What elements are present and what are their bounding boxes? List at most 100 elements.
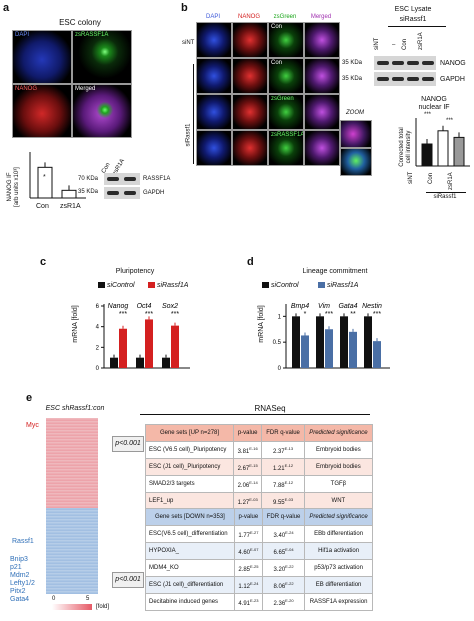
panel-d-title: Lineage commitment: [302, 268, 368, 275]
table-cell: ESC (J1 cell)_Pluripotency: [144, 458, 235, 476]
panel-e-gene-label: Bnip3: [10, 556, 28, 563]
panel-b-image-label: Con: [271, 24, 283, 30]
table-cell: SMAD2/3 targets: [144, 475, 235, 493]
panel-d-bar-bmp4-knockdown: [301, 335, 309, 368]
table-cell: 7.88E-12: [261, 475, 305, 493]
panel-d-bar-bmp4-control: [292, 316, 300, 368]
table-cell: 2.85E-25: [233, 559, 263, 577]
table-cell: Hif1a activation: [304, 542, 373, 560]
panel-b-image-r4-c1: [196, 130, 232, 166]
panel-d-ytick: 0.5: [273, 340, 282, 346]
panel-a-sig: *: [43, 174, 46, 181]
panel-b-image-r2-c3: Con: [268, 58, 304, 94]
panel-b-image-r3-c3: zsGreen: [268, 94, 304, 130]
panel-b-zoom-1: [340, 120, 372, 148]
panel-c-legend-2: siRassf1A: [148, 282, 188, 290]
panel-d-ytick: 0: [278, 366, 282, 372]
panel-d-ytick: 1: [278, 314, 282, 320]
panel-b-image-r2-c4: [304, 58, 340, 94]
panel-a-x-con: Con: [36, 203, 49, 210]
panel-c-label: c: [40, 256, 47, 268]
table-cell: LEF1_up: [144, 492, 235, 510]
table-cell: 1.21E-12: [261, 458, 305, 476]
panel-a-blot-protein-rassf1a: RASSF1A: [143, 176, 171, 182]
panel-a-ylabel: NANOG IF [arb units x10³]: [7, 167, 20, 207]
panel-b-blot-lane-sint: siNT: [374, 37, 380, 50]
panel-e-pval-down: p<0.001: [112, 572, 144, 588]
panel-e-up-table: Gene sets [UP n=278] p-value FDR q-value Pr…: [144, 424, 374, 527]
panel-b-blot-protein-gapdh: GAPDH: [440, 76, 465, 83]
panel-b-zoom-label: ZOOM: [346, 110, 364, 116]
table-cell: 3.40E-24: [261, 525, 306, 543]
panel-c-ytick: 4: [96, 325, 100, 331]
panel-a-bar-con: [37, 166, 53, 199]
panel-a-bar-zsr1a: [61, 189, 77, 199]
panel-a-blot-kda-70: 70 KDa: [78, 176, 99, 182]
panel-d-category-label: Bmp4: [291, 303, 309, 310]
panel-a-label: a: [3, 2, 10, 14]
panel-c-title: Pluripotency: [115, 268, 155, 275]
panel-b-blot-title: ESC Lysate: [394, 6, 432, 13]
panel-b-row-bracket: [193, 64, 194, 164]
table-cell: 6.65E-04: [261, 542, 306, 560]
table-cell: 1.77E-27: [233, 525, 263, 543]
table-cell: 2.06E-14: [233, 475, 263, 493]
panel-d-category-label: Gata4: [338, 303, 357, 310]
panel-b-image-r3-c4: [304, 94, 340, 130]
panel-c-legend-1: siControl: [98, 282, 135, 290]
panel-b-row-sint: siNT: [182, 40, 195, 46]
panel-b-image-r4-c3: zsRASSF1A: [268, 130, 304, 166]
table-cell: Embryoid bodies: [303, 441, 374, 459]
panel-b-bar-group-line: [426, 192, 466, 193]
panel-e-heatmap-down: [46, 508, 98, 594]
panel-b-blot-subtitle: siRassf1: [399, 16, 427, 23]
panel-b-image-label: Con: [271, 60, 283, 66]
panel-e-gene-label: p21: [10, 564, 22, 571]
panel-a-image-nanog: NANOG: [12, 84, 72, 138]
panel-c-category-label: Nanog: [108, 303, 129, 310]
table-row: ESC(V6.5 cell)_differentiation 1.77E-27 3.…: [145, 525, 373, 543]
table-row: MDM4_KO 2.85E-25 3.20E-22 p53/p73 activatio…: [145, 559, 373, 577]
panel-b-bar-sint: [421, 143, 433, 167]
panel-e-rassf1: Rassf1: [12, 538, 34, 545]
table-cell: 9.55E-03: [261, 492, 305, 510]
table-row: SMAD2/3 targets 2.06E-14 7.88E-12 TGFβ: [144, 475, 374, 493]
panel-c-ytick: 6: [96, 304, 100, 310]
panel-b-blot-gapdh: [374, 72, 436, 86]
panel-d-legend-1: siControl: [262, 282, 299, 290]
table-cell: Decitabine induced genes: [145, 593, 235, 611]
table-cell: MDM4_KO: [145, 559, 235, 577]
table-header-cell: Gene sets [DOWN n=353]: [145, 508, 235, 526]
legend-swatch-red: [148, 282, 155, 289]
panel-e-scale-unit: [fold]: [96, 604, 110, 610]
table-header-cell: FDR q-value: [261, 508, 306, 526]
panel-c-category-label: Sox2: [162, 303, 178, 310]
table-header-cell: p-value: [233, 508, 263, 526]
panel-c-ytick: 2: [96, 345, 100, 351]
legend-swatch-black: [98, 282, 105, 289]
panel-b-blot-lane-con: Con: [402, 38, 408, 50]
panel-b-sig-1: ***: [424, 112, 432, 118]
panel-e-gene-label: Mdm2: [10, 572, 30, 579]
panel-c-ylabel: mRNA [fold]: [72, 305, 79, 343]
panel-b-image-r4-c4: [304, 130, 340, 166]
panel-e-down-table: Gene sets [DOWN n=353] p-value FDR q-value…: [145, 508, 373, 611]
panel-a-bar-chart: [29, 152, 86, 199]
panel-b-bar-zsr1a: [453, 136, 465, 167]
table-cell: TGFβ: [303, 475, 374, 493]
table-row: Decitabine induced genes 4.91E-23 2.36E-20…: [145, 593, 373, 611]
panel-a-image-dapi: DAPI: [12, 30, 72, 84]
panel-d-bar-vim-control: [316, 316, 324, 368]
panel-b-bar-x-zsr1a: zsR1A: [448, 172, 454, 190]
table-row: HYPOXIA_ 4.60E-07 6.65E-04 Hif1a activation: [145, 542, 373, 560]
panel-d-bar-nestin-control: [364, 316, 372, 368]
panel-b-bar-con: [437, 130, 449, 167]
table-row: ESC (J1 cell)_differentiation 1.12E-24 8.0…: [145, 576, 373, 594]
panel-e-gene-label: Gata4: [10, 596, 30, 603]
panel-d-bar-vim-knockdown: [325, 329, 333, 368]
table-cell: 4.91E-23: [233, 593, 263, 611]
panel-b-bar-chart: [415, 118, 470, 167]
panel-c-bar-oct4-knockdown: [145, 319, 153, 368]
panel-d-category-label: Nestin: [362, 303, 382, 310]
